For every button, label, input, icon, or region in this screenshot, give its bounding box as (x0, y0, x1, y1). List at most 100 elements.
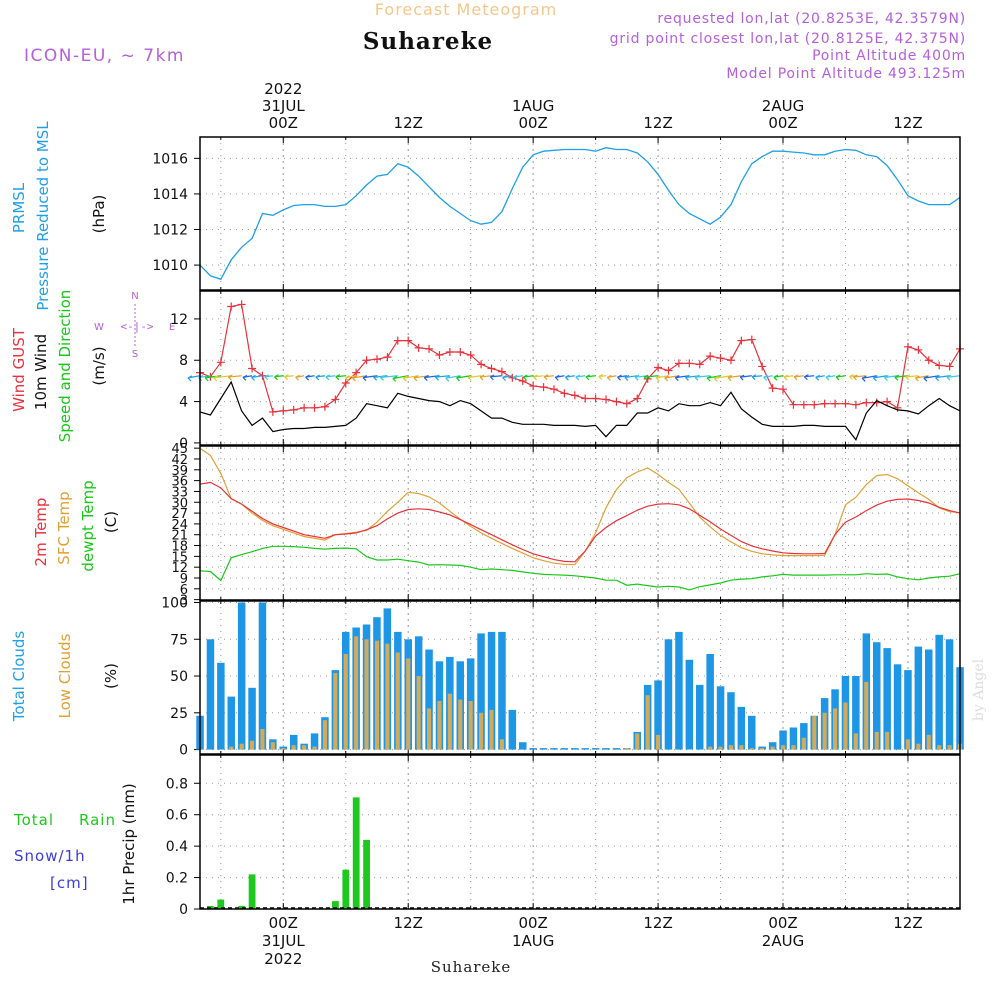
wind-gust-marker (477, 360, 486, 369)
wind-direction-arrowhead (467, 374, 473, 381)
bottom-time-label: 2022 (264, 950, 302, 968)
low-clouds-bar (416, 676, 421, 750)
wind-gust-marker (435, 351, 444, 360)
wind-direction-arrowhead (392, 375, 398, 382)
wind-gust-marker (914, 345, 923, 354)
low-clouds-bar (801, 737, 806, 750)
wind-gust-marker (862, 398, 871, 407)
low-clouds-bar (833, 708, 838, 750)
low-clouds-bar (635, 733, 640, 750)
total-clouds-bar (904, 670, 912, 750)
wind-direction-arrow (456, 375, 471, 379)
wind-direction-arrowhead (187, 375, 193, 382)
compass-w: W (94, 322, 104, 333)
clouds-unit: (%) (102, 663, 120, 689)
wind-direction-arrowhead (739, 374, 745, 381)
top-time-label: 00Z (518, 114, 547, 132)
low-clouds-bar (864, 681, 869, 750)
pressure-label: Pressure Reduced to MSL (34, 121, 52, 311)
low-clouds-bar (791, 745, 796, 750)
wind-gust-marker (300, 403, 309, 412)
wind-direction-arrow (362, 375, 378, 379)
low-clouds-bar (239, 743, 244, 750)
wind-gust-marker (706, 352, 715, 361)
wind-direction-arrowhead (585, 374, 591, 381)
wind-gust-marker (633, 394, 642, 403)
snow-label: Snow/1h (14, 847, 86, 865)
wind-gust-marker (393, 336, 402, 345)
wind-direction-arrowhead (284, 374, 289, 381)
temp-unit: (C) (102, 511, 120, 533)
top-time-label: 12Z (643, 114, 672, 132)
wind-direction-arrow (728, 375, 742, 379)
wind-direction-arrow (480, 375, 492, 378)
pressure-frame (199, 136, 961, 291)
top-time-label: 12Z (394, 114, 423, 132)
wind-direction-arrowhead (402, 375, 408, 382)
total-clouds-bar (560, 748, 569, 750)
wind-gust-marker (851, 400, 860, 409)
wind-ytick-label: 12 (170, 312, 188, 328)
clouds-ytick-label: 50 (170, 669, 188, 685)
low-clouds-bar (406, 658, 411, 750)
wind-direction-arrow (664, 375, 679, 379)
wind-direction-arrowhead (554, 374, 560, 381)
temperature-ytick-label: 15 (171, 550, 188, 565)
wind-gust-marker (726, 356, 735, 365)
total-clouds-label: Total Clouds (10, 631, 28, 723)
wind-direction-arrowhead (213, 375, 218, 382)
temperature-ytick-label: 30 (171, 496, 188, 511)
wind-gust-marker (570, 391, 579, 400)
wind-gust-marker (248, 364, 257, 373)
wind-gust-marker (622, 399, 631, 408)
wind-direction-arrowhead (264, 374, 269, 381)
wind-gust-marker (883, 397, 892, 406)
total-clouds-bar (612, 748, 621, 750)
total-clouds-bar (664, 639, 673, 750)
wind-gust-marker (820, 399, 829, 408)
wind-direction-arrowhead (873, 375, 878, 382)
low-clouds-bar (395, 652, 400, 750)
total-clouds-bar (779, 730, 787, 750)
temperature-ytick-label: 12 (171, 561, 188, 576)
wind-direction-arrowhead (598, 373, 604, 380)
precip-axis-label: 1hr Precip (mm) (120, 783, 138, 904)
pressure-ytick-label: 1016 (152, 151, 188, 167)
wind-ytick-label: 4 (179, 395, 188, 411)
top-time-label: 2022 (264, 80, 302, 98)
total-clouds-bar (768, 742, 777, 750)
wind-gust-marker (654, 363, 663, 372)
low-clouds-bar (905, 739, 910, 750)
wind-direction-arrowhead (617, 374, 622, 381)
compass-n: N (131, 291, 138, 302)
wind-direction-arrowhead (685, 374, 690, 381)
wind-direction-arrowhead (325, 374, 331, 381)
wind-direction-arrow (905, 375, 919, 378)
wind-direction-arrowhead (242, 374, 248, 381)
wind-direction-arrowhead (295, 374, 300, 381)
wind-direction-arrow (392, 375, 409, 380)
wind-direction-arrow (694, 375, 711, 378)
low-clouds-bar (947, 745, 952, 750)
wind-direction-arrowhead (345, 375, 350, 382)
total-clouds-bar (206, 639, 215, 750)
wind-gust-marker (508, 373, 517, 382)
compass-s: S (132, 349, 138, 360)
wind-gust-marker (216, 358, 225, 367)
wind-gust-marker (758, 362, 767, 371)
low-clouds-bar (427, 708, 432, 750)
wind-direction-arrowhead (251, 374, 256, 381)
low-clouds-bar (447, 693, 452, 750)
wind-direction-arrowhead (835, 374, 841, 381)
total-clouds-bar (675, 631, 683, 750)
total-clouds-bar (789, 727, 798, 750)
meteogram-title: Forecast Meteogram (375, 0, 557, 19)
wind-gust-marker (362, 356, 371, 365)
wind-direction-arrow (862, 375, 877, 379)
wind-direction-arrowhead (575, 374, 581, 381)
sfc-temp-label: SFC Temp (55, 491, 73, 564)
wind-direction-arrowhead (935, 375, 940, 382)
low-clouds-bar (468, 701, 473, 750)
wind-gust-marker (612, 397, 621, 406)
